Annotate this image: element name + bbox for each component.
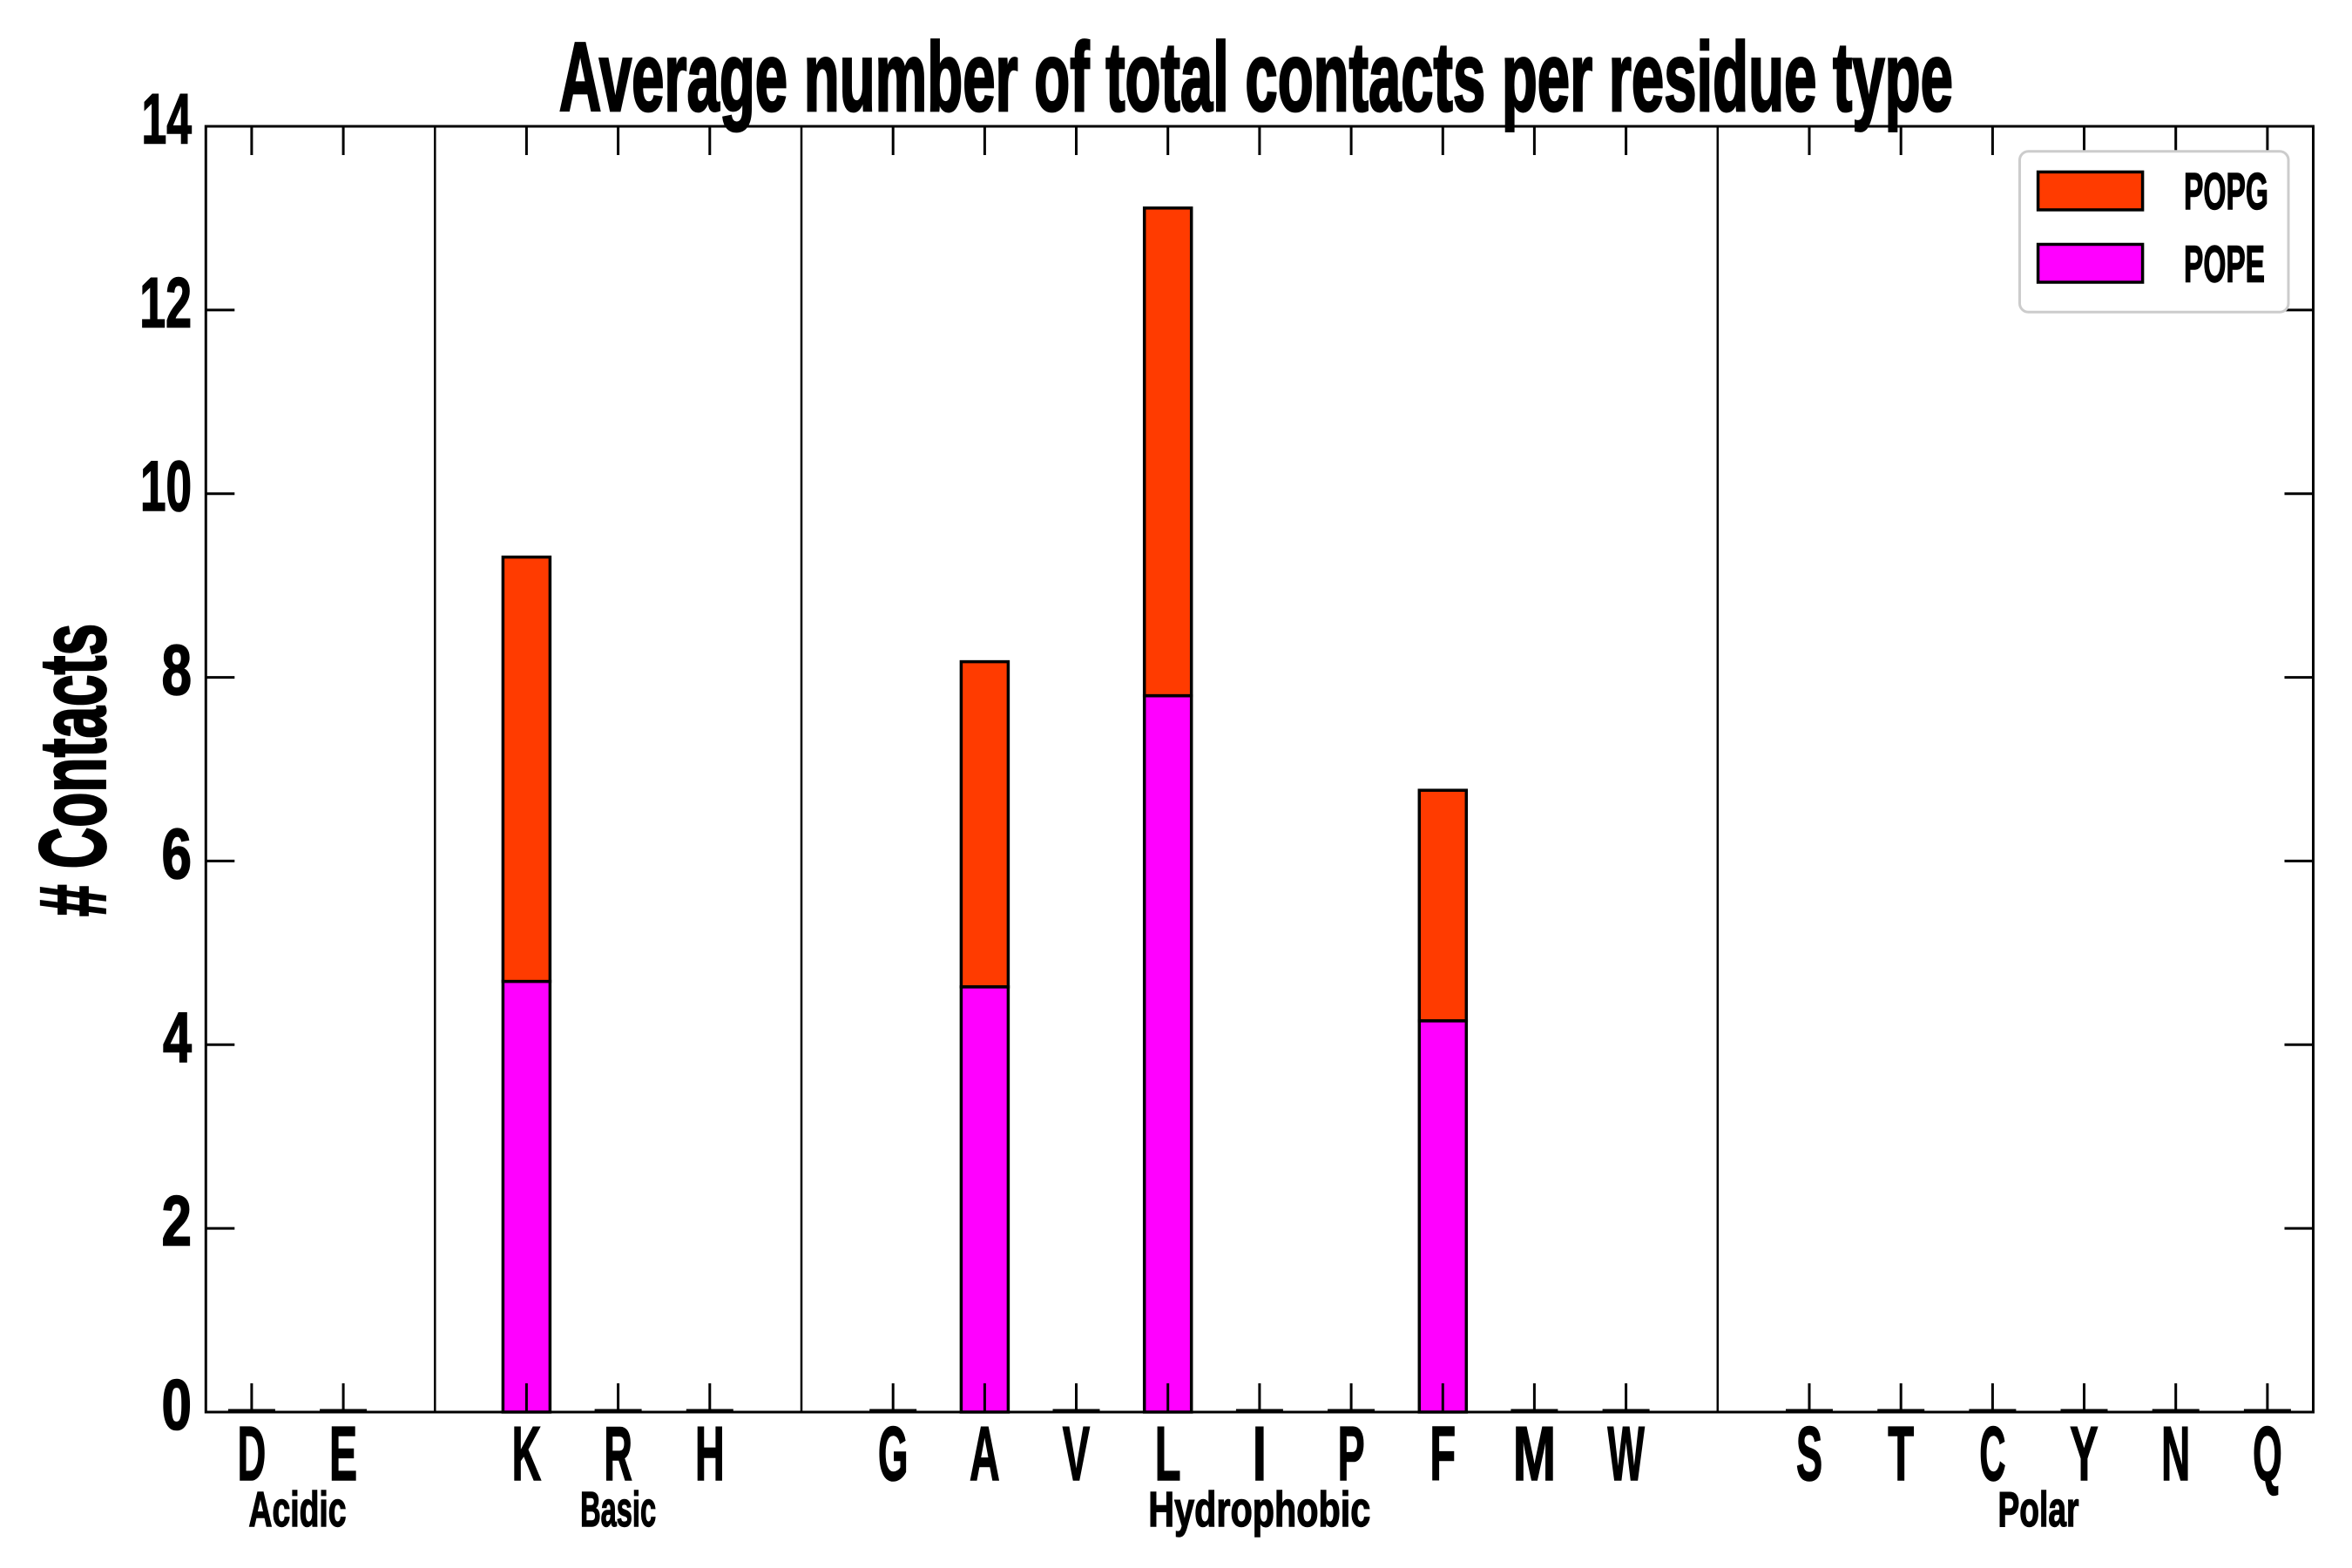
svg-text:L: L <box>1155 1410 1181 1497</box>
svg-text:12: 12 <box>139 263 192 342</box>
svg-text:K: K <box>512 1410 542 1497</box>
svg-text:H: H <box>695 1410 725 1497</box>
svg-text:S: S <box>1796 1410 1822 1497</box>
svg-text:6: 6 <box>162 814 193 894</box>
svg-text:V: V <box>1063 1410 1091 1497</box>
svg-text:W: W <box>1607 1410 1645 1497</box>
svg-text:G: G <box>878 1410 909 1497</box>
svg-text:10: 10 <box>140 447 192 526</box>
svg-text:D: D <box>238 1410 267 1497</box>
svg-text:2: 2 <box>162 1182 193 1261</box>
svg-text:POPG: POPG <box>2184 163 2268 220</box>
svg-text:M: M <box>1513 1410 1556 1497</box>
svg-text:Basic: Basic <box>580 1482 656 1538</box>
svg-text:C: C <box>1979 1410 2005 1497</box>
svg-text:POPE: POPE <box>2184 236 2265 294</box>
svg-text:T: T <box>1888 1410 1914 1497</box>
svg-text:E: E <box>329 1410 357 1497</box>
svg-text:Y: Y <box>2070 1410 2098 1497</box>
svg-text:N: N <box>2161 1410 2190 1497</box>
svg-text:A: A <box>970 1410 1000 1497</box>
svg-text:# Contacts: # Contacts <box>20 624 125 916</box>
svg-text:Q: Q <box>2253 1410 2282 1497</box>
svg-text:Hydrophobic: Hydrophobic <box>1148 1482 1370 1538</box>
svg-text:14: 14 <box>142 80 193 159</box>
svg-text:8: 8 <box>162 631 193 710</box>
svg-text:Average number of total contac: Average number of total contacts per res… <box>559 23 1953 132</box>
svg-text:F: F <box>1429 1410 1456 1497</box>
svg-text:Polar: Polar <box>1998 1482 2079 1538</box>
svg-text:0: 0 <box>162 1366 193 1445</box>
svg-text:4: 4 <box>163 998 192 1078</box>
svg-text:I: I <box>1253 1410 1267 1497</box>
svg-text:P: P <box>1338 1410 1365 1497</box>
svg-text:Acidic: Acidic <box>249 1482 347 1538</box>
svg-text:R: R <box>604 1410 632 1497</box>
